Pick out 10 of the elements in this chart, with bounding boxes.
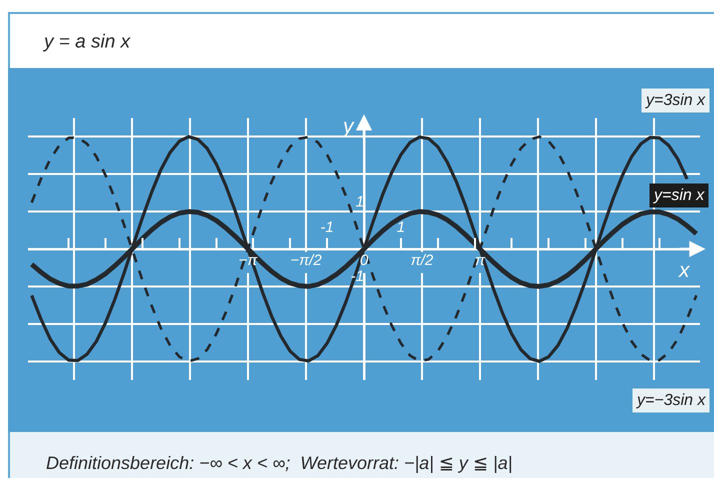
- x2-tick-label: -1: [320, 219, 334, 236]
- series-label: y=sin x: [653, 187, 706, 204]
- series-label: y=3sin x: [645, 92, 706, 109]
- x-tick-label: −π/2: [290, 252, 322, 269]
- text: Definitionsbereich: −∞ < x < ∞; Wertevorrat: −|a| ≦ y ≦ |a|: [46, 453, 512, 473]
- x-tick-label: π/2: [410, 252, 434, 269]
- text: y=−3sin x: [636, 392, 706, 409]
- chart-title: y = a sin x: [42, 32, 132, 53]
- x-axis-title: x: [678, 259, 691, 282]
- x2-tick-label: 1: [396, 219, 406, 236]
